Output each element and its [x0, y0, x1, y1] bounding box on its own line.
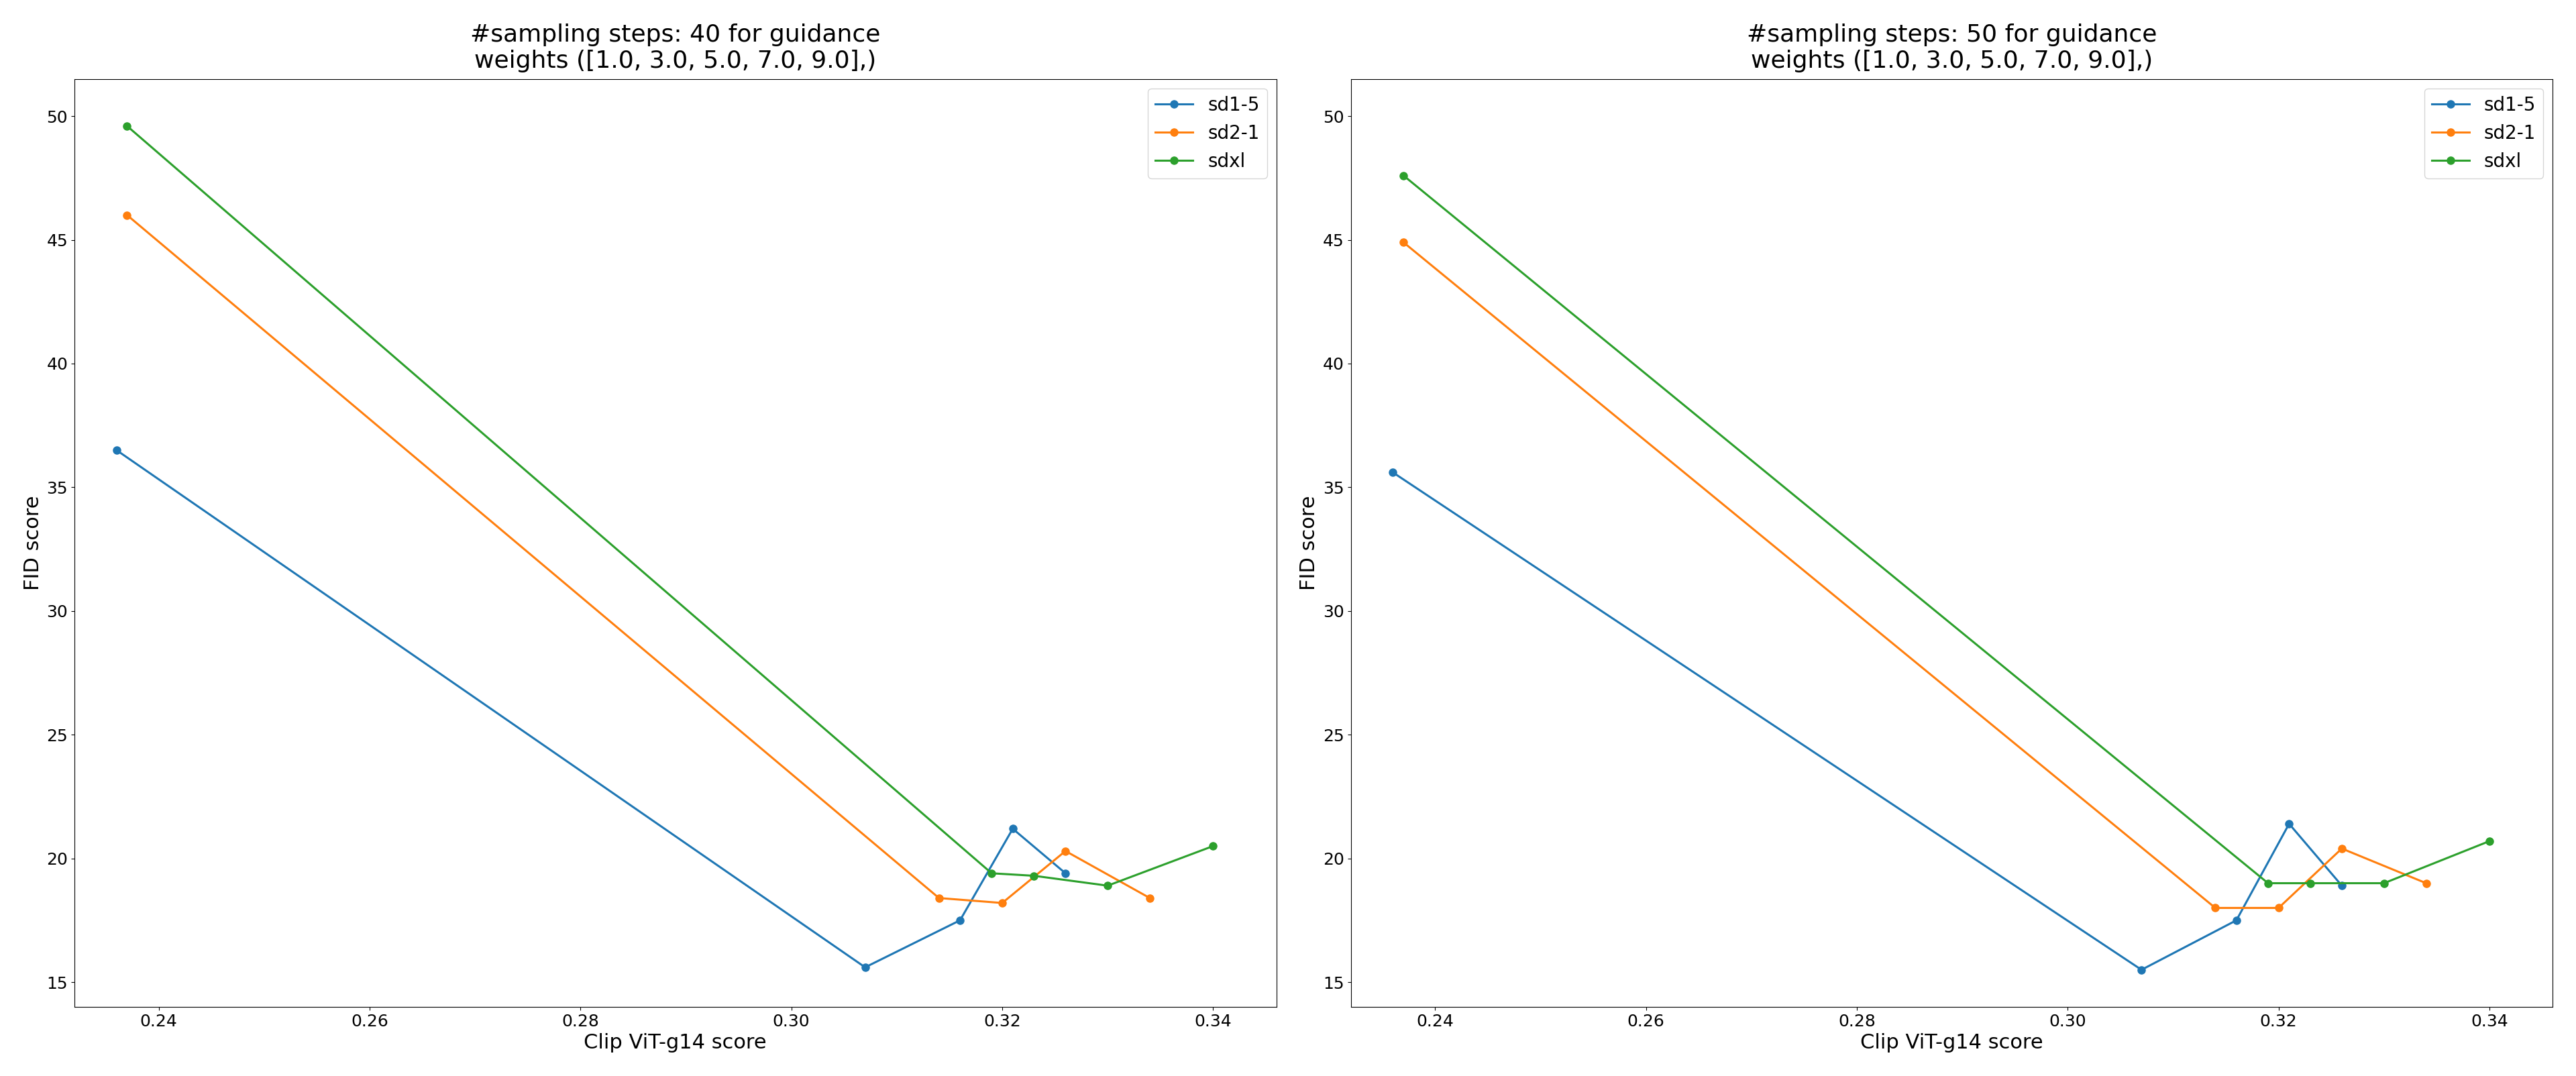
Legend: sd1-5, sd2-1, sdxl: sd1-5, sd2-1, sdxl [2424, 88, 2543, 179]
sd1-5 [850, 961, 881, 974]
Title: #sampling steps: 50 for guidance
weights ([1.0, 3.0, 5.0, 7.0, 9.0],): #sampling steps: 50 for guidance weights… [1747, 24, 2156, 72]
sd2-1 [925, 892, 956, 905]
sdxl [2473, 835, 2504, 848]
sd2-1 [1133, 892, 1164, 905]
sd1-5 [2221, 914, 2251, 926]
sd1-5 [1378, 466, 1409, 479]
Legend: sd1-5, sd2-1, sdxl: sd1-5, sd2-1, sdxl [1149, 88, 1267, 179]
sdxl [976, 867, 1007, 880]
sdxl [1388, 169, 1419, 182]
sdxl [2251, 877, 2282, 890]
sd1-5 [997, 822, 1028, 835]
Title: #sampling steps: 40 for guidance
weights ([1.0, 3.0, 5.0, 7.0, 9.0],): #sampling steps: 40 for guidance weights… [471, 24, 881, 72]
sdxl [1092, 879, 1123, 892]
Y-axis label: FID score: FID score [1301, 496, 1319, 591]
sd2-1 [2264, 902, 2295, 915]
sd2-1 [2326, 843, 2357, 855]
sd1-5 [2125, 963, 2156, 976]
sd2-1 [111, 209, 142, 222]
X-axis label: Clip ViT-g14 score: Clip ViT-g14 score [1860, 1033, 2043, 1052]
X-axis label: Clip ViT-g14 score: Clip ViT-g14 score [585, 1033, 768, 1052]
sd2-1 [1051, 845, 1082, 858]
sd1-5 [945, 914, 976, 926]
sdxl [2367, 877, 2398, 890]
sdxl [2295, 877, 2326, 890]
Line: sd1-5: sd1-5 [113, 447, 1069, 971]
Line: sdxl: sdxl [124, 123, 1216, 890]
Line: sd2-1: sd2-1 [124, 211, 1154, 907]
sdxl [1018, 869, 1048, 882]
sdxl [1198, 839, 1229, 852]
sd2-1 [1388, 236, 1419, 249]
sd2-1 [2200, 902, 2231, 915]
Line: sd1-5: sd1-5 [1388, 469, 2347, 974]
sd1-5 [2275, 818, 2306, 831]
Line: sdxl: sdxl [1399, 172, 2494, 887]
sd2-1 [2411, 877, 2442, 890]
sd2-1 [987, 896, 1018, 909]
sd1-5 [100, 443, 131, 456]
Y-axis label: FID score: FID score [23, 496, 44, 591]
sdxl [111, 119, 142, 132]
sd1-5 [1051, 867, 1082, 880]
Line: sd2-1: sd2-1 [1399, 239, 2429, 911]
sd1-5 [2326, 879, 2357, 892]
